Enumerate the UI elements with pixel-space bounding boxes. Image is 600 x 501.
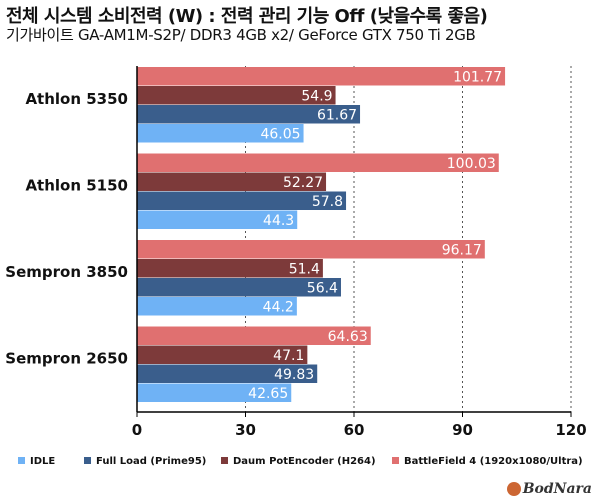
bar bbox=[137, 153, 499, 172]
legend-label: BattleField 4 (1920x1080/Ultra) bbox=[404, 456, 583, 467]
data-label: 46.05 bbox=[260, 126, 300, 142]
data-label: 42.65 bbox=[248, 386, 288, 402]
bar-chart: 101.77 54.9 61.67 46.05 Athlon 5350 100.03 52.… bbox=[5, 66, 587, 467]
watermark-text: BodNara bbox=[522, 481, 592, 497]
legend-swatch bbox=[221, 457, 228, 464]
x-tick-label: 90 bbox=[452, 421, 473, 439]
x-tick-label: 120 bbox=[555, 421, 586, 439]
bar bbox=[137, 86, 336, 105]
category-label: Athlon 5150 bbox=[25, 177, 128, 195]
data-label: 56.4 bbox=[307, 280, 338, 296]
logo-icon bbox=[506, 482, 521, 496]
bar bbox=[137, 345, 308, 364]
watermark-logo: BodNara bbox=[506, 481, 592, 497]
legend-swatch bbox=[84, 457, 91, 464]
bar bbox=[137, 297, 297, 316]
legend-swatch bbox=[18, 457, 25, 464]
bar bbox=[137, 240, 485, 259]
data-label: 44.2 bbox=[263, 299, 294, 315]
legend-label: Full Load (Prime95) bbox=[96, 456, 206, 467]
category-label: Sempron 2650 bbox=[5, 350, 128, 368]
data-label: 49.83 bbox=[274, 367, 314, 383]
legend-label: IDLE bbox=[30, 456, 55, 467]
data-label: 44.3 bbox=[263, 213, 294, 229]
data-label: 100.03 bbox=[447, 156, 496, 172]
bar bbox=[137, 364, 318, 383]
category-label: Athlon 5350 bbox=[25, 90, 128, 108]
bar bbox=[137, 383, 292, 402]
data-label: 51.4 bbox=[289, 261, 320, 277]
bar bbox=[137, 191, 347, 210]
data-label: 52.27 bbox=[283, 175, 323, 191]
bar bbox=[137, 259, 323, 278]
data-label: 96.17 bbox=[442, 242, 482, 258]
category-label: Sempron 3850 bbox=[5, 263, 128, 281]
x-tick-label: 60 bbox=[344, 421, 365, 439]
chart-header: 전체 시스템 소비전력 (W) : 전력 관리 기능 Off (낮을수록 좋음)… bbox=[0, 0, 600, 46]
chart-title: 전체 시스템 소비전력 (W) : 전력 관리 기능 Off (낮을수록 좋음) bbox=[6, 6, 488, 27]
bar bbox=[137, 278, 341, 297]
data-label: 64.63 bbox=[328, 329, 368, 345]
bar bbox=[137, 172, 327, 191]
data-label: 101.77 bbox=[453, 69, 502, 85]
bar bbox=[137, 326, 371, 345]
x-tick-label: 0 bbox=[132, 421, 142, 439]
bar bbox=[137, 105, 361, 124]
data-label: 57.8 bbox=[312, 194, 343, 210]
legend-swatch bbox=[392, 457, 399, 464]
bar bbox=[137, 210, 298, 229]
legend-label: Daum PotEncoder (H264) bbox=[233, 456, 376, 467]
chart-subtitle: 기가바이트 GA-AM1M-S2P/ DDR3 4GB x2/ GeForce … bbox=[6, 26, 476, 44]
bar bbox=[137, 124, 304, 143]
data-label: 54.9 bbox=[301, 88, 332, 104]
data-label: 61.67 bbox=[317, 107, 357, 123]
bar bbox=[137, 67, 506, 86]
x-tick-label: 30 bbox=[235, 421, 256, 439]
data-label: 47.1 bbox=[273, 348, 304, 364]
